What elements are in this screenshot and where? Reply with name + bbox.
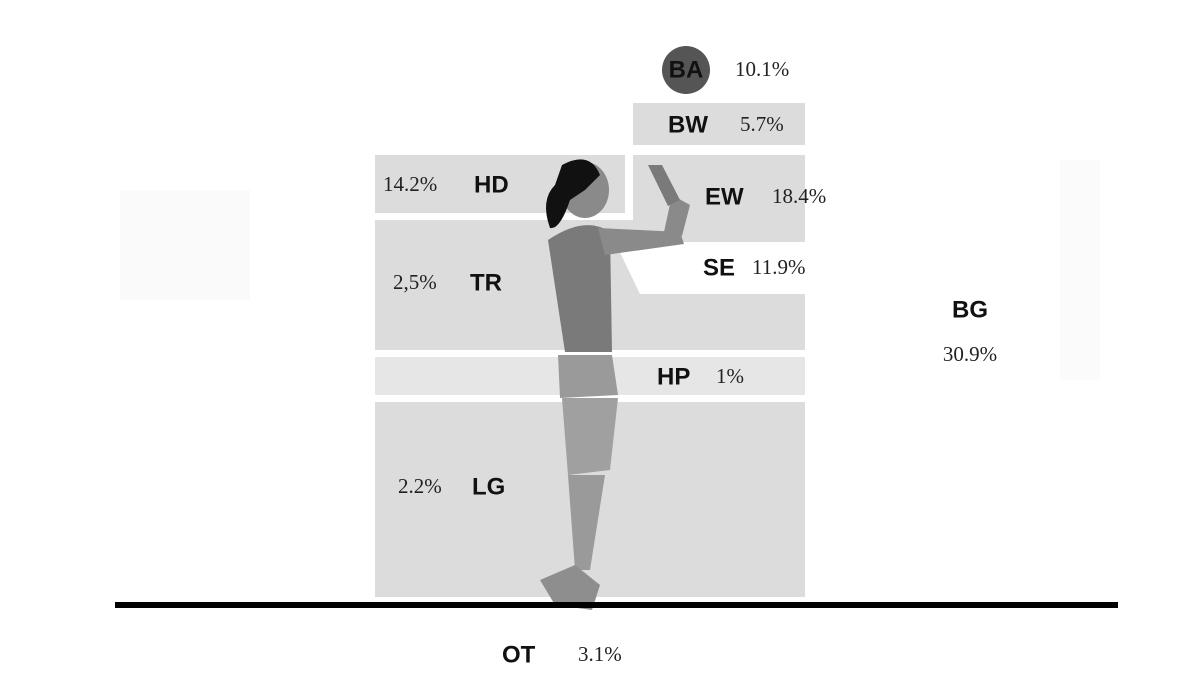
region-value: 10.1% [735,57,789,81]
region-label: BG [952,296,988,323]
region-label: TR [470,269,502,296]
region-label: HP [657,363,690,390]
region-label: EW [705,183,744,210]
region-value: 30.9% [943,342,997,366]
background-patch [120,190,250,300]
region-value: 3.1% [578,642,622,666]
region-value: 5.7% [740,112,784,136]
ground-line [115,602,1118,608]
region-label: LG [472,473,505,500]
region-value: 14.2% [383,172,437,196]
region-value: 11.9% [752,255,805,279]
region-value: 2,5% [393,270,437,294]
region-label: SE [703,254,735,281]
region-label: BW [668,111,708,138]
region-value: 18.4% [772,184,826,208]
region-label: BA [669,56,704,83]
region-label: OT [502,641,536,668]
background-patch [1060,160,1100,380]
diagram: BA 10.1% BW 5.7% 14.2% HD EW 18.4% 2,5% … [0,0,1183,691]
region-value: 1% [716,364,744,388]
region-value: 2.2% [398,474,442,498]
region-label: HD [474,171,509,198]
